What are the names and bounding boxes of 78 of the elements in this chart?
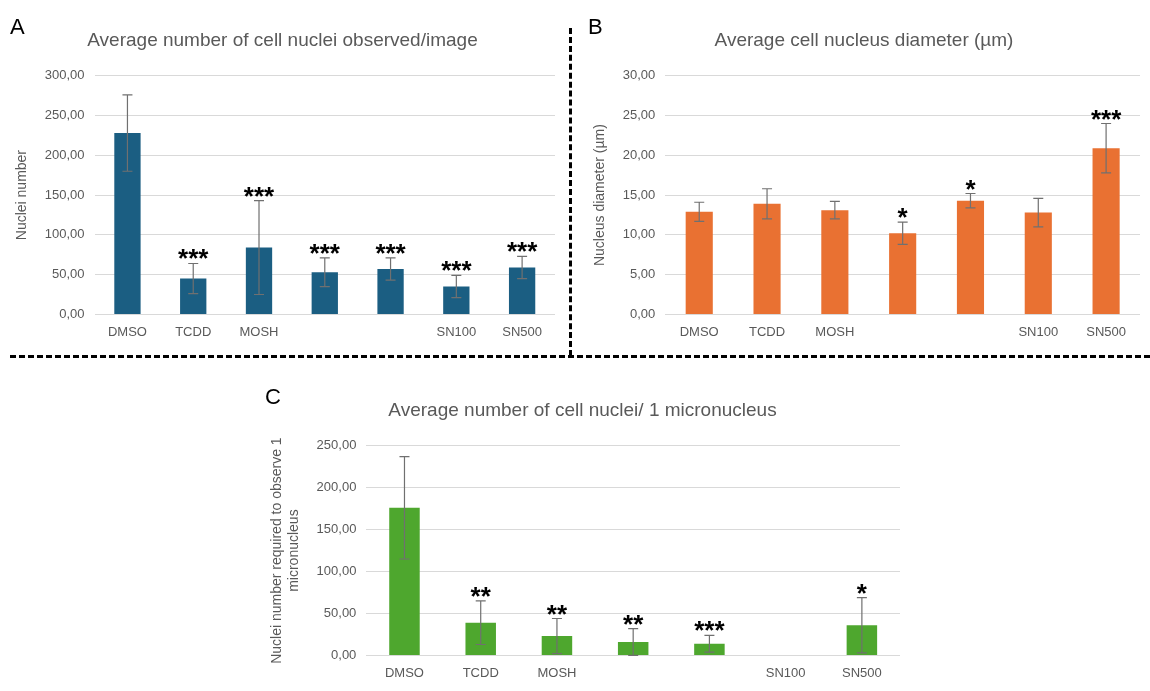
- data-label: ***: [309, 237, 341, 268]
- bar: [753, 203, 781, 314]
- y-tick-label: 300,00: [44, 67, 85, 83]
- text: B: [588, 14, 603, 40]
- x-tick-label: DMSO: [384, 664, 424, 680]
- bar: [694, 643, 725, 655]
- chart-title: Average number of cell nuclei/ 1 micronucleus: [388, 398, 777, 420]
- data-label: *: [897, 202, 909, 233]
- y-tick-label: 30,00: [622, 67, 656, 83]
- bar: [889, 233, 917, 314]
- y-tick-label: 5,00: [630, 266, 656, 282]
- y-tick-label: 0,00: [331, 646, 357, 662]
- bar: [180, 278, 207, 314]
- x-tick-label: SN100: [436, 323, 477, 339]
- data-label: **: [470, 580, 492, 611]
- x-tick-label: MOSH: [815, 323, 855, 339]
- x-tick-label: SN500: [1086, 323, 1126, 339]
- y-tick-label: 200,00: [44, 146, 85, 162]
- bar: [617, 641, 649, 655]
- y-axis-title: Nucleus diameter (µm): [591, 124, 608, 267]
- y-tick-label: 150,00: [316, 521, 357, 537]
- bar: [685, 211, 713, 314]
- data-label: **: [623, 608, 645, 639]
- y-tick-label: 20,00: [622, 146, 656, 162]
- data-label: *: [856, 577, 868, 608]
- text: C: [265, 384, 281, 410]
- y-tick-label: 0,00: [630, 305, 656, 321]
- chart-title: Average cell nucleus diameter (µm): [714, 28, 1014, 50]
- y-tick-label: 150,00: [44, 186, 85, 202]
- bar: [1092, 148, 1120, 314]
- y-tick-label: 50,00: [52, 266, 85, 282]
- data-label: *: [965, 173, 977, 204]
- bar: [114, 133, 141, 314]
- y-tick-label: 250,00: [44, 107, 85, 123]
- bar: [821, 210, 849, 314]
- data-label: ***: [1090, 103, 1123, 134]
- x-tick-label: MOSH: [537, 664, 577, 680]
- y-tick-label: 200,00: [316, 479, 357, 495]
- data-label: ***: [178, 243, 210, 274]
- text: A: [10, 14, 25, 40]
- x-tick-label: MOSH: [239, 323, 279, 339]
- x-tick-label: SN100: [765, 664, 806, 680]
- y-tick-label: 50,00: [323, 605, 357, 621]
- x-tick-label: DMSO: [679, 323, 719, 339]
- x-tick-label: TCDD: [175, 323, 212, 339]
- x-tick-label: TCDD: [748, 323, 786, 339]
- x-tick-label: SN500: [842, 664, 882, 680]
- y-tick-label: 10,00: [622, 226, 656, 242]
- x-tick-label: DMSO: [107, 323, 147, 339]
- bar: [1024, 212, 1052, 314]
- data-label: ***: [243, 180, 276, 211]
- y-tick-label: 15,00: [622, 186, 656, 202]
- y-axis-title: Nuclei number required to observe 1 micronucleus: [268, 437, 302, 664]
- x-tick-label: SN500: [502, 323, 542, 339]
- bar: [465, 622, 496, 655]
- bar: [311, 272, 338, 314]
- data-label: ***: [506, 236, 539, 267]
- data-label: ***: [441, 255, 473, 286]
- bar: [377, 269, 404, 314]
- y-tick-label: 100,00: [44, 226, 85, 242]
- y-tick-label: 0,00: [59, 305, 85, 321]
- bar: [245, 247, 273, 314]
- y-axis-title: Nuclei number: [13, 149, 30, 241]
- x-tick-label: TCDD: [462, 664, 499, 680]
- bar: [956, 200, 985, 314]
- bar: [443, 286, 470, 314]
- y-tick-label: 100,00: [316, 563, 357, 579]
- data-label: ***: [694, 615, 726, 646]
- data-label: **: [546, 598, 568, 629]
- chart-title: Average number of cell nuclei observed/image: [87, 28, 478, 50]
- y-tick-label: 25,00: [622, 107, 656, 123]
- bar: [846, 625, 878, 655]
- data-label: ***: [375, 237, 407, 268]
- bar: [541, 636, 573, 655]
- bar: [389, 507, 420, 655]
- bar: [508, 267, 536, 314]
- x-tick-label: SN100: [1018, 323, 1059, 339]
- y-tick-label: 250,00: [316, 437, 357, 453]
